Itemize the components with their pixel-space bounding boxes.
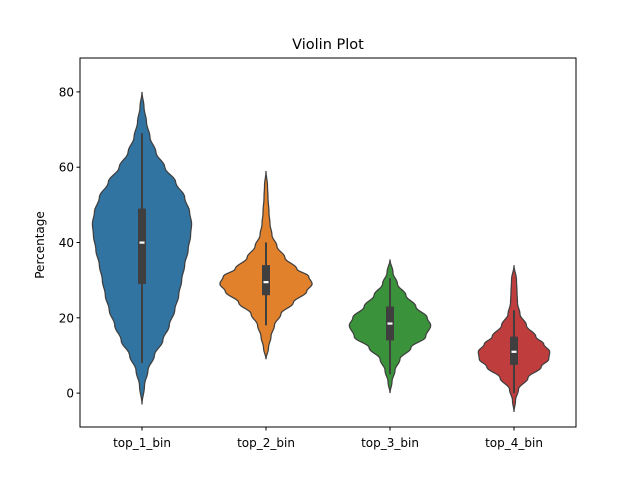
y-axis-label: Percentage: [33, 211, 47, 279]
violin-median-top_1_bin: [139, 241, 145, 244]
y-tick-label: 80: [59, 85, 74, 99]
violin-iqr-box-top_2_bin: [262, 265, 270, 296]
x-tick-label: top_1_bin: [113, 436, 171, 450]
x-tick-label: top_3_bin: [361, 436, 419, 450]
y-tick-label: 60: [59, 161, 74, 175]
violin-median-top_2_bin: [263, 281, 269, 284]
violin-median-top_4_bin: [511, 350, 517, 353]
x-tick-label: top_4_bin: [485, 436, 543, 450]
x-axis: top_1_bin top_2_bin top_3_bin top_4_bin: [113, 427, 543, 450]
y-tick-label: 0: [66, 387, 74, 401]
y-tick-label: 40: [59, 236, 74, 250]
y-axis: 0 20 40 60 80: [59, 85, 80, 401]
violin-series: [91, 91, 551, 412]
chart-title: Violin Plot: [292, 37, 364, 53]
violin-iqr-box-top_1_bin: [138, 208, 146, 284]
y-tick-label: 20: [59, 311, 74, 325]
violin-median-top_3_bin: [387, 322, 393, 325]
x-tick-label: top_2_bin: [237, 436, 295, 450]
